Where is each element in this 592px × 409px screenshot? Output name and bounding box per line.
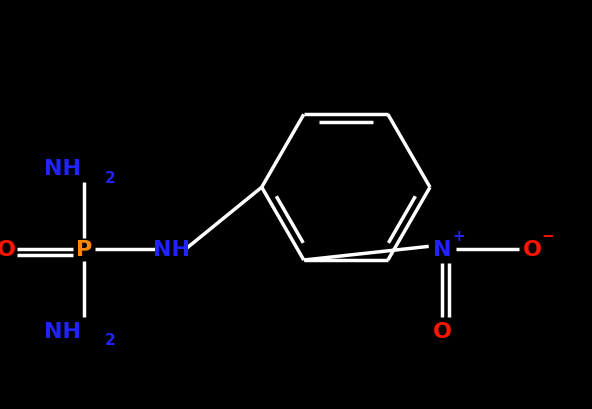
- Text: 2: 2: [105, 332, 115, 347]
- Text: O: O: [433, 321, 452, 341]
- Text: P: P: [76, 240, 92, 260]
- Text: NH: NH: [44, 321, 81, 341]
- Text: NH: NH: [44, 159, 81, 179]
- Text: NH: NH: [153, 240, 190, 260]
- Text: O: O: [0, 240, 16, 260]
- Text: −: −: [541, 229, 554, 244]
- Text: N: N: [433, 240, 452, 260]
- Text: +: +: [452, 229, 465, 244]
- Text: 2: 2: [105, 170, 115, 185]
- Text: O: O: [523, 240, 542, 260]
